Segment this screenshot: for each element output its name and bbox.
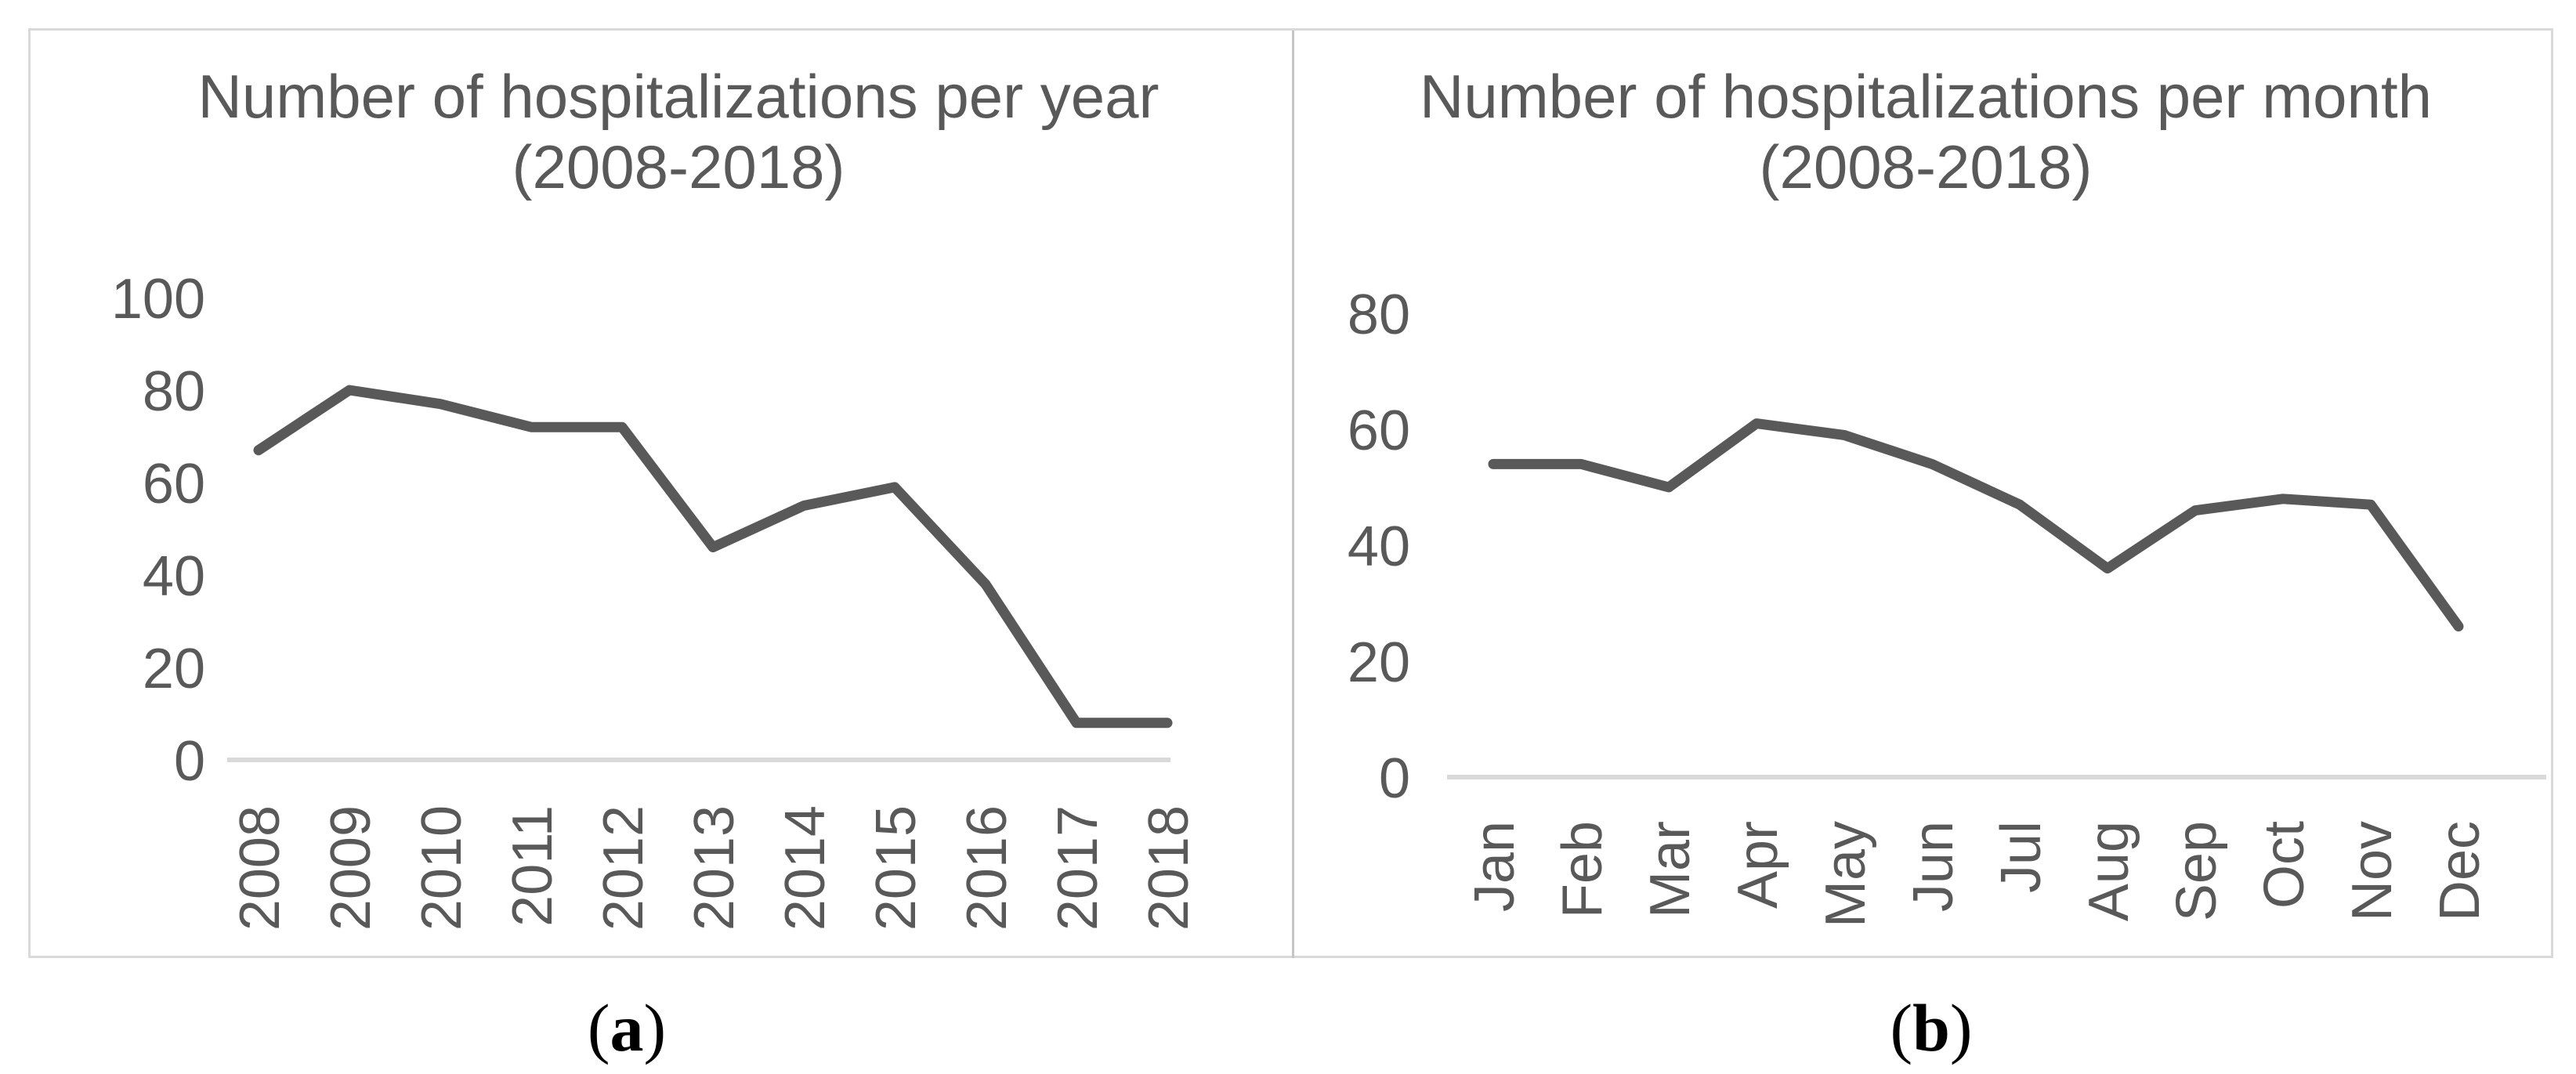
yearly-y-tick-100: 100 xyxy=(111,268,205,331)
monthly-title-line1: Number of hospitalizations per month xyxy=(1420,62,2432,131)
monthly-x-label-Apr: Apr xyxy=(1727,821,1789,909)
yearly-title-line1: Number of hospitalizations per year xyxy=(197,62,1160,131)
yearly-x-label-2011: 2011 xyxy=(501,805,564,927)
yearly-x-label-2008: 2008 xyxy=(229,805,291,931)
monthly-x-label-Jul: Jul xyxy=(1990,821,2053,893)
monthly-data-line xyxy=(1488,418,2464,632)
caption-a-open: ( xyxy=(587,990,610,1065)
monthly-x-label-Sep: Sep xyxy=(2165,821,2228,921)
yearly-x-label-2010: 2010 xyxy=(411,805,473,931)
yearly-y-tick-80: 80 xyxy=(143,360,205,423)
yearly-x-label-2017: 2017 xyxy=(1047,805,1109,931)
caption-b-letter: b xyxy=(1912,990,1950,1065)
caption-b: (b) xyxy=(1775,989,2088,1067)
monthly-x-label-May: May xyxy=(1814,821,1877,928)
yearly-title-line2: (2008-2018) xyxy=(512,132,845,202)
monthly-x-label-Dec: Dec xyxy=(2429,821,2491,921)
monthly-y-tick-80: 80 xyxy=(1348,284,1410,346)
monthly-y-tick-40: 40 xyxy=(1348,515,1410,578)
monthly-x-label-Jun: Jun xyxy=(1902,821,1965,912)
yearly-chart-title: Number of hospitalizations per year (200… xyxy=(31,61,1326,203)
monthly-y-tick-20: 20 xyxy=(1348,631,1410,694)
monthly-chart-title: Number of hospitalizations per month (20… xyxy=(1294,61,2557,203)
monthly-x-label-Nov: Nov xyxy=(2341,821,2404,921)
yearly-x-label-2012: 2012 xyxy=(592,805,655,931)
monthly-title-line2: (2008-2018) xyxy=(1759,132,2093,202)
monthly-x-label-Jan: Jan xyxy=(1463,821,1526,912)
caption-a-letter: a xyxy=(610,990,644,1065)
panel-divider xyxy=(1292,31,1294,958)
caption-b-close: ) xyxy=(1949,990,1973,1065)
figure-border xyxy=(28,28,2553,958)
yearly-y-tick-60: 60 xyxy=(143,453,205,515)
yearly-y-tick-0: 0 xyxy=(174,730,205,793)
monthly-x-label-Aug: Aug xyxy=(2078,821,2140,921)
monthly-x-label-Mar: Mar xyxy=(1639,821,1702,918)
yearly-x-label-2009: 2009 xyxy=(320,805,382,931)
caption-a: (a) xyxy=(470,989,783,1067)
yearly-x-label-2016: 2016 xyxy=(956,805,1018,931)
yearly-x-label-2018: 2018 xyxy=(1138,805,1200,931)
yearly-y-tick-40: 40 xyxy=(143,545,205,608)
yearly-x-label-2015: 2015 xyxy=(865,805,928,931)
yearly-x-label-2013: 2013 xyxy=(683,805,746,931)
monthly-y-tick-60: 60 xyxy=(1348,400,1410,462)
monthly-x-label-Feb: Feb xyxy=(1551,821,1614,918)
yearly-y-tick-20: 20 xyxy=(143,638,205,700)
yearly-x-label-2014: 2014 xyxy=(774,805,837,931)
caption-a-close: ) xyxy=(643,990,667,1065)
monthly-y-tick-0: 0 xyxy=(1379,747,1410,810)
yearly-data-line xyxy=(253,385,1173,729)
monthly-x-label-Oct: Oct xyxy=(2253,821,2316,909)
caption-b-open: ( xyxy=(1890,990,1913,1065)
